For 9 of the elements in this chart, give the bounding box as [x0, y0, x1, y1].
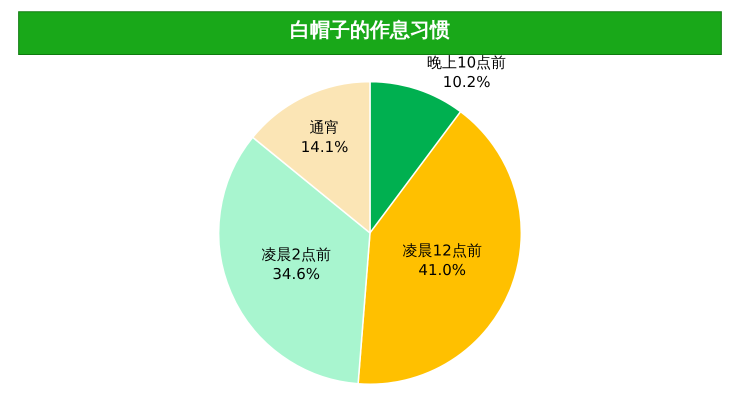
data-label: 10.2% — [442, 73, 490, 92]
data-label: 41.0% — [418, 260, 466, 279]
slice-label: 通宵 — [310, 118, 340, 137]
slice-label: 凌晨12点前 — [402, 241, 482, 260]
data-label: 34.6% — [272, 265, 320, 284]
data-label: 14.1% — [300, 138, 348, 156]
slice-label: 凌晨2点前 — [261, 246, 331, 264]
chart-title: 白帽子的作息习惯 — [290, 18, 450, 42]
slice-label: 晚上10点前 — [427, 54, 506, 72]
